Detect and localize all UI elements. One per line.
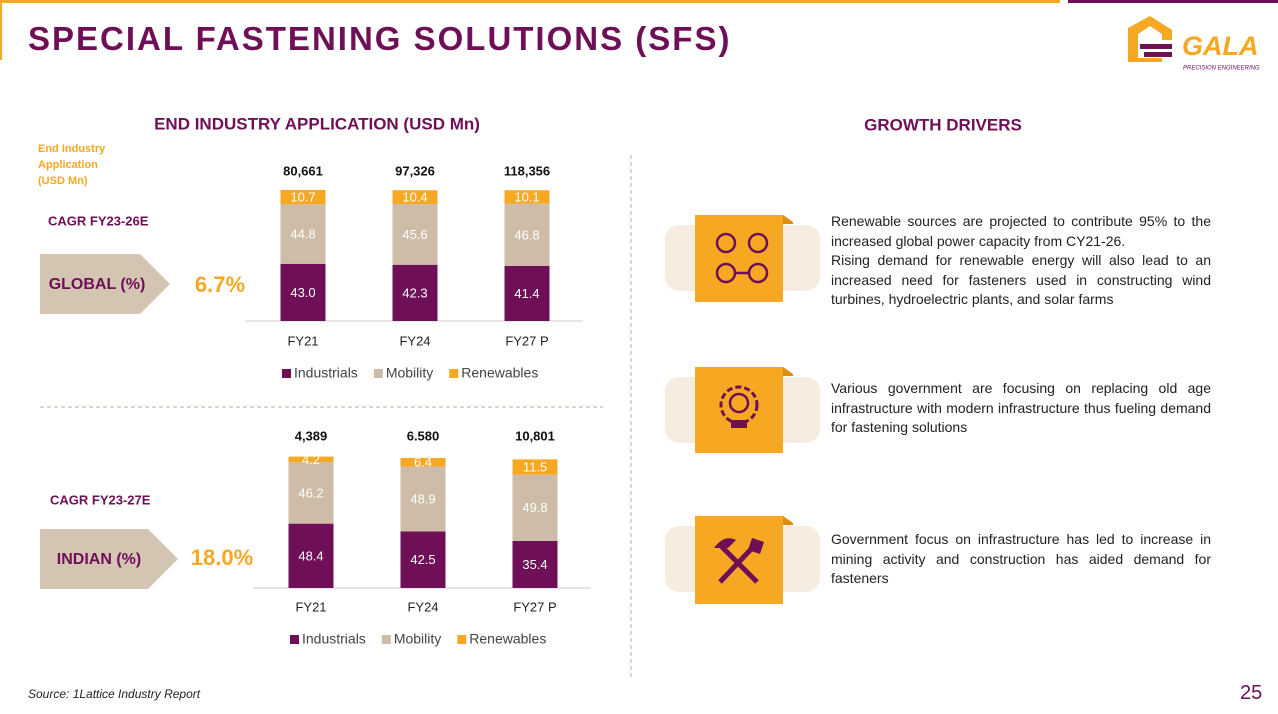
bar-segment <box>512 459 558 475</box>
logo: GALA PRECISION ENGINEERING <box>1128 16 1260 72</box>
total-label: 118,356 <box>504 163 550 178</box>
segment-label: 48.4 <box>298 548 323 563</box>
bar-segment <box>512 474 558 541</box>
total-label: 97,326 <box>395 163 435 178</box>
segment-label: 48.9 <box>410 491 435 506</box>
unit-label: End Industry <box>38 143 106 155</box>
bar-segment <box>280 263 326 321</box>
legend-swatch <box>381 635 391 644</box>
region-name: INDIAN (%) <box>57 551 141 568</box>
cagr-label: CAGR FY23-26E <box>48 213 149 228</box>
driver-icon <box>665 367 820 453</box>
unit-label: Application <box>38 159 98 171</box>
slide-title: SPECIAL FASTENING SOLUTIONS (SFS) <box>28 20 732 57</box>
segment-label: 45.6 <box>402 227 427 242</box>
total-label: 4,389 <box>295 428 328 443</box>
bar-segment <box>400 531 446 588</box>
segment-label: 46.8 <box>514 227 539 242</box>
cagr-label: CAGR FY23-27E <box>50 492 151 507</box>
page-number: 25 <box>1240 682 1263 704</box>
bar-segment <box>392 264 438 321</box>
driver-text: Government focus on infrastructure has l… <box>831 530 1211 589</box>
section-title: END INDUSTRY APPLICATION (USD Mn) <box>154 114 480 133</box>
legend-swatch <box>457 635 467 644</box>
legend-label: Mobility <box>394 631 441 647</box>
top-border <box>0 0 1060 3</box>
unit-label: (USD Mn) <box>38 175 88 187</box>
bar-segment <box>280 204 326 264</box>
segment-label: 44.8 <box>290 226 315 241</box>
bar-segment <box>392 204 438 265</box>
left-border <box>0 0 2 60</box>
segment-label: 46.2 <box>298 485 323 500</box>
x-tick-label: FY27 P <box>505 333 548 348</box>
cagr-value: 18.0% <box>191 545 253 570</box>
segment-label: 42.5 <box>410 552 435 567</box>
x-tick-label: FY21 <box>287 333 318 348</box>
segment-label: 10.7 <box>290 190 315 205</box>
bar-segment <box>512 540 558 588</box>
segment-label: 42.3 <box>402 285 427 300</box>
total-label: 10,801 <box>515 428 555 443</box>
segment-label: 10.1 <box>514 189 539 204</box>
segment-label: 4.2 <box>302 452 320 467</box>
segment-label: 49.8 <box>522 500 547 515</box>
driver-icon <box>665 215 820 302</box>
driver-paragraph: Renewable sources are projected to contr… <box>831 213 1211 249</box>
legend-label: Mobility <box>386 365 433 381</box>
segment-label: 10.4 <box>402 190 427 205</box>
segment-label: 41.4 <box>514 286 539 301</box>
driver-paragraph: Various government are focusing on repla… <box>831 380 1211 435</box>
x-tick-label: FY27 P <box>513 599 556 614</box>
driver-text: Various government are focusing on repla… <box>831 379 1211 438</box>
total-label: 80,661 <box>283 163 323 178</box>
legend-label: Renewables <box>469 631 546 647</box>
region-arrow <box>40 529 178 589</box>
segment-label: 35.4 <box>522 557 547 572</box>
legend-swatch <box>373 369 383 378</box>
x-tick-label: FY24 <box>407 599 438 614</box>
bar-segment <box>400 466 446 532</box>
region-name: GLOBAL (%) <box>49 276 146 293</box>
bar-segment <box>504 265 550 321</box>
bar-segment <box>288 456 334 463</box>
driver-text: Renewable sources are projected to contr… <box>831 212 1211 310</box>
cagr-value: 6.7% <box>195 272 245 297</box>
segment-label: 11.5 <box>523 459 547 474</box>
logo-tagline: PRECISION ENGINEERING <box>1183 66 1260 72</box>
legend-label: Renewables <box>461 365 538 381</box>
logo-name: GALA <box>1182 31 1259 61</box>
bar-segment <box>288 462 334 524</box>
legend-label: Industrials <box>302 631 366 647</box>
bar-segment <box>504 203 550 266</box>
x-tick-label: FY24 <box>399 333 430 348</box>
section-title: GROWTH DRIVERS <box>864 115 1022 134</box>
legend-swatch <box>449 369 459 378</box>
bar-segment <box>400 457 446 467</box>
bar-segment <box>392 190 438 205</box>
driver-paragraph: Government focus on infrastructure has l… <box>831 531 1211 586</box>
bar-segment <box>288 523 334 588</box>
legend-swatch <box>282 369 291 378</box>
x-tick-label: FY21 <box>295 599 326 614</box>
segment-label: 6.4 <box>414 455 432 470</box>
driver-paragraph: Rising demand for renewable energy will … <box>831 252 1211 307</box>
total-label: 6.580 <box>407 428 440 443</box>
legend-swatch <box>290 635 299 644</box>
bar-segment <box>504 190 550 204</box>
source-note: Source: 1Lattice Industry Report <box>28 687 201 701</box>
segment-label: 43.0 <box>290 285 315 300</box>
bar-segment <box>280 189 326 205</box>
top-border-accent <box>1068 0 1278 3</box>
driver-icon <box>665 516 820 604</box>
region-arrow <box>40 254 170 314</box>
legend-label: Industrials <box>294 365 358 381</box>
